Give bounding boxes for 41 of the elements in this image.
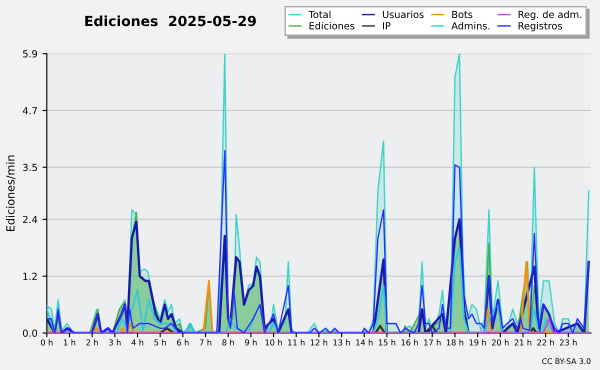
legend-label: Reg. de adm. [518, 10, 582, 20]
x-tick-label: 0 h [40, 339, 53, 346]
x-tick-label: 19 h [470, 339, 486, 346]
x-tick-label: 5 h [154, 339, 166, 346]
y-tick-label: 1.2 [23, 272, 37, 280]
x-tick-label: 23 h [560, 339, 577, 346]
x-tick-label: 4 h [132, 339, 144, 346]
legend-label: Usuarios [382, 10, 424, 18]
y-tick-label: 0.0 [22, 329, 38, 337]
x-tick-label: 16 h [402, 339, 418, 346]
chart-title: Ediciones 2025-05-29 [85, 15, 256, 26]
legend-label: Bots [452, 10, 472, 18]
y-tick-label: 4.7 [22, 107, 37, 114]
legend-label: Ediciones [310, 22, 354, 30]
legend-label: Registros [518, 22, 562, 32]
legend-label: Total [308, 10, 330, 18]
legend-label: Admins. [451, 22, 490, 30]
x-tick-label: 2 h [86, 339, 98, 346]
legend-label: IP [383, 22, 390, 30]
x-tick-label: 21 h [514, 339, 532, 346]
x-tick-label: 7 h [200, 339, 212, 346]
x-tick-label: 3 h [109, 339, 121, 346]
y-tick-label: 3.5 [23, 164, 37, 172]
y-tick-label: 5.9 [23, 50, 38, 58]
x-tick-label: 6 h [177, 339, 189, 346]
x-tick-label: 8 h [222, 339, 234, 346]
x-tick-label: 15 h [378, 339, 396, 346]
y-axis-title: Ediciones/min [6, 156, 16, 231]
x-tick-label: 22 h [537, 339, 554, 346]
x-tick-label: 17 h [424, 339, 441, 346]
x-tick-label: 18 h [446, 339, 464, 346]
x-tick-label: 14 h [356, 339, 373, 346]
x-tick-label: 1 h [64, 339, 76, 346]
line-series [46, 150, 590, 333]
x-tick-label: 12 h [310, 339, 328, 346]
x-tick-label: 11 h [288, 339, 304, 346]
x-tick-label: 10 h [265, 339, 282, 346]
x-tick-label: 9 h [244, 339, 257, 346]
y-tick-label: 2.4 [23, 216, 38, 224]
x-tick-label: 20 h [492, 339, 509, 346]
x-tick-label: 13 h [334, 339, 350, 346]
